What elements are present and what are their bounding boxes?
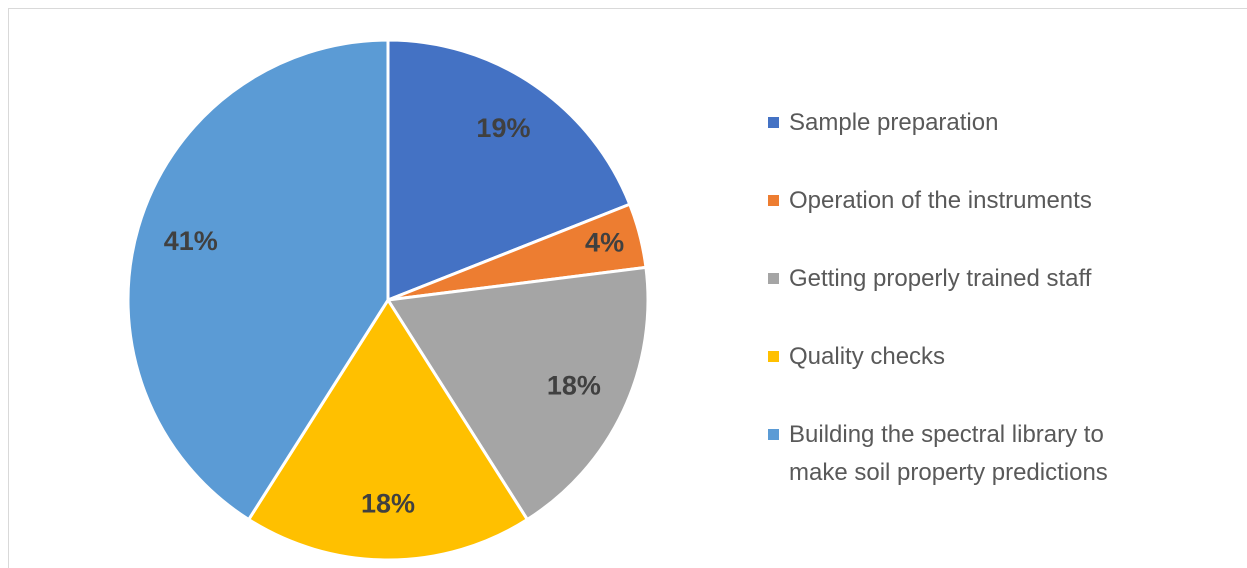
legend-swatch [768, 429, 779, 440]
legend-swatch [768, 195, 779, 206]
data-label: 18% [361, 489, 415, 519]
legend-item: Operation of the instruments [768, 182, 1168, 220]
data-label: 18% [547, 371, 601, 401]
legend-swatch [768, 117, 779, 128]
legend-label: Building the spectral library to make so… [789, 421, 1108, 486]
legend-item: Building the spectral library to make so… [768, 416, 1168, 492]
data-label: 4% [585, 228, 624, 258]
pie-slice [126, 38, 390, 522]
data-label: 19% [476, 113, 530, 143]
chart-frame [8, 8, 1247, 568]
legend-label: Sample preparation [789, 109, 999, 136]
pie-slice [246, 297, 530, 562]
legend-swatch [768, 273, 779, 284]
legend-swatch [768, 351, 779, 362]
legend-label: Quality checks [789, 343, 946, 370]
pie-slice [385, 265, 650, 522]
legend-item: Sample preparation [768, 104, 1168, 142]
legend-item: Quality checks [768, 338, 1168, 376]
legend-item: Getting properly trained staff [768, 260, 1168, 298]
legend-label: Operation of the instruments [789, 187, 1092, 214]
legend: Sample preparation Operation of the instr… [768, 104, 1168, 532]
pie-slice [386, 38, 632, 303]
data-label: 41% [164, 226, 218, 256]
legend-label: Getting properly trained staff [789, 265, 1092, 292]
